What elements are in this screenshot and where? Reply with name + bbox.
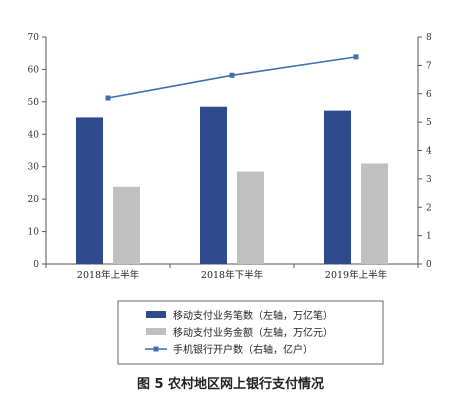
bar-amount bbox=[113, 186, 140, 264]
legend: 移动支付业务笔数（左轴，万亿笔） 移动支付业务金额（左轴，万亿元） 手机银行开户数（… bbox=[117, 300, 384, 365]
x-tick-label: 2018年下半年 bbox=[201, 269, 264, 281]
legend-swatch bbox=[146, 328, 166, 335]
y-right-tick-label: 6 bbox=[426, 90, 432, 100]
y-left-tick-label: 0 bbox=[33, 260, 39, 270]
y-left-tick-label: 50 bbox=[28, 98, 40, 108]
bar-series bbox=[76, 106, 388, 265]
bar-count bbox=[76, 117, 103, 265]
y-right-tick-label: 5 bbox=[426, 118, 432, 128]
y-right-tick-label: 7 bbox=[426, 61, 432, 71]
legend-label: 手机银行开户数（右轴，亿户） bbox=[173, 343, 313, 356]
y-right-tick-label: 4 bbox=[426, 147, 432, 157]
line-point bbox=[105, 95, 111, 101]
x-axis-labels: 2018年上半年 2018年下半年 2019年上半年 bbox=[45, 264, 419, 281]
y-right-tick-label: 8 bbox=[426, 33, 432, 43]
y-right-tick-label: 0 bbox=[426, 260, 432, 270]
y-right-tick-label: 2 bbox=[426, 203, 432, 213]
x-tick-label: 2018年上半年 bbox=[77, 269, 140, 281]
legend-label: 移动支付业务笔数（左轴，万亿笔） bbox=[173, 309, 333, 322]
x-tick-label: 2019年上半年 bbox=[325, 269, 388, 281]
bar-amount bbox=[361, 163, 388, 264]
legend-swatch-marker bbox=[153, 346, 159, 352]
line-point bbox=[353, 54, 359, 60]
y-left-tick-label: 20 bbox=[28, 195, 40, 205]
y-left-tick-label: 60 bbox=[28, 65, 40, 75]
figure-caption: 图 5 农村地区网上银行支付情况 bbox=[136, 377, 325, 392]
line-point bbox=[229, 72, 235, 78]
y-axis-right-ticks: 0 1 2 3 4 5 6 7 8 bbox=[418, 33, 432, 270]
y-right-tick-label: 1 bbox=[426, 232, 432, 242]
bar-count bbox=[200, 106, 227, 264]
y-axis-left-ticks: 0 10 20 30 40 50 60 70 bbox=[28, 33, 46, 270]
bar-amount bbox=[237, 171, 264, 264]
y-right-tick-label: 3 bbox=[426, 175, 432, 185]
y-left-tick-label: 70 bbox=[28, 33, 40, 43]
line-series bbox=[105, 54, 359, 101]
bar-count bbox=[324, 110, 351, 264]
y-left-tick-label: 30 bbox=[28, 163, 40, 173]
y-left-tick-label: 40 bbox=[28, 130, 40, 140]
y-left-tick-label: 10 bbox=[28, 228, 40, 238]
legend-label: 移动支付业务金额（左轴，万亿元） bbox=[173, 326, 333, 339]
legend-swatch bbox=[146, 311, 166, 318]
